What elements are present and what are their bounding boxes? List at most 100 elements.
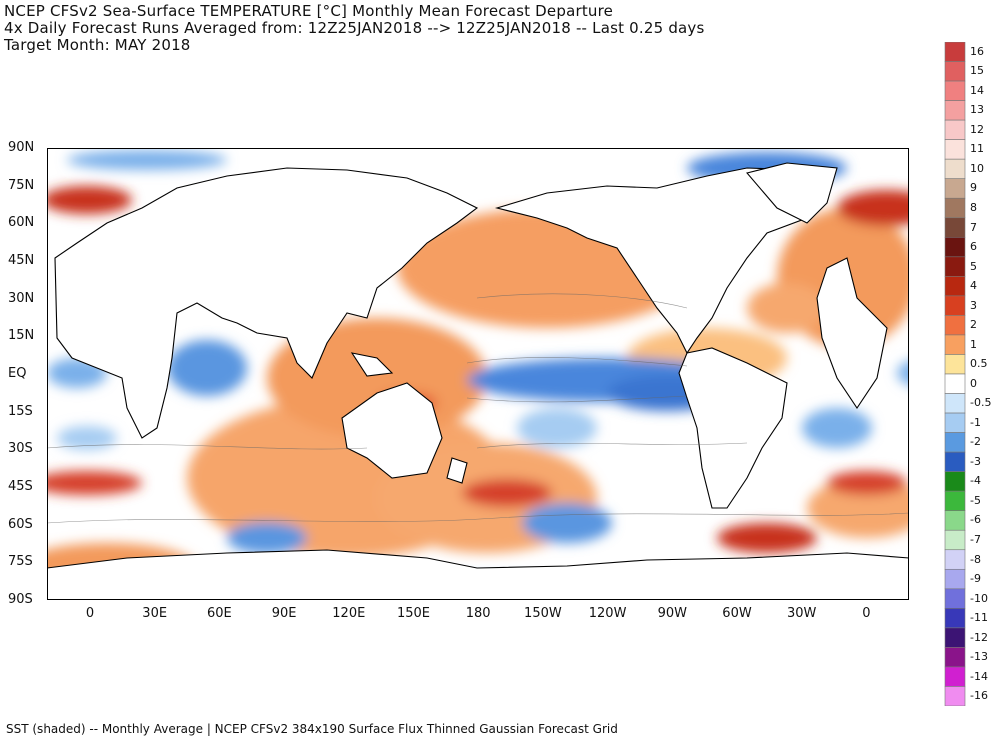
colorbar-label: 3 [970,298,977,312]
longitude-label: 90W [657,606,687,621]
colorbar-label: 16 [970,44,984,58]
colorbar-swatch [944,471,966,492]
latitude-label: 30S [8,441,33,457]
colorbar-swatch [944,666,966,687]
colorbar-swatch [944,119,966,140]
colorbar-label: -14 [970,669,988,683]
colorbar-label: -16 [970,689,988,703]
land-outlines [47,162,909,600]
latitude-label: 60N [8,215,35,231]
colorbar-swatch [944,158,966,180]
colorbar-swatch [944,236,966,258]
colorbar-swatch [944,568,966,590]
latitude-label: 75S [8,554,33,570]
latitude-label: 30N [8,290,35,306]
colorbar-swatch [944,42,966,62]
latitude-label: 90S [8,592,33,607]
latitude-label: 15N [8,328,35,344]
sst-anomaly-map [47,148,909,600]
colorbar-label: -1 [970,415,981,429]
colorbar-label: -8 [970,552,981,566]
longitude-label: 150W [524,606,562,621]
north-america [494,167,828,355]
colorbar-swatch [944,217,966,238]
longitude-label: 90E [271,606,297,621]
colorbar-swatch [944,178,966,199]
colorbar-label: 0 [970,376,977,390]
longitude-label: 120W [588,606,627,621]
colorbar-swatch [944,412,966,433]
colorbar-label: 9 [970,181,977,195]
colorbar-label: 11 [970,142,984,156]
colorbar-swatch [944,100,966,121]
latitude-label: 45S [8,479,33,494]
colorbar-swatch [944,451,966,472]
colorbar-swatch [944,510,966,531]
colorbar-label: 10 [970,161,984,175]
colorbar-label: 4 [970,279,977,293]
colorbar-swatch [944,627,966,648]
eurasia-africa [54,167,479,439]
colorbar-swatch [944,197,966,219]
colorbar-label: -3 [970,454,981,468]
longitude-label: 30W [786,606,817,621]
colorbar-label: 12 [970,122,984,136]
colorbar-swatch [944,608,966,629]
colorbar-label: 15 [970,64,984,78]
longitude-label: 150E [396,606,431,621]
colorbar [944,42,966,706]
contour-lines [47,293,909,524]
colorbar-swatch [944,354,966,375]
colorbar-label: -4 [970,474,981,488]
colorbar-label: -10 [970,591,988,605]
colorbar-label: -0.5 [970,396,992,410]
colorbar-label: 0.5 [970,357,988,371]
colorbar-label: 1 [970,337,977,351]
colorbar-label: 14 [970,83,984,97]
australia [341,382,443,479]
colorbar-swatch [944,256,966,277]
colorbar-label: -2 [970,435,981,449]
colorbar-label: -12 [970,630,988,644]
title-line-3: Target Month: MAY 2018 [4,36,191,54]
colorbar-label: -13 [970,650,988,664]
longitude-label: 0 [85,606,95,621]
antarctica [47,549,909,600]
colorbar-label: -6 [970,513,981,527]
colorbar-swatch [944,276,966,297]
maritime-continent [350,352,394,377]
longitude-label: 180 [465,606,491,621]
colorbar-swatch [944,139,966,160]
colorbar-swatch [944,373,966,394]
new-zealand [446,457,468,484]
colorbar-label: 2 [970,318,977,332]
longitude-label: 60E [207,606,232,621]
colorbar-swatch [944,432,966,453]
longitude-label: 30E [142,606,168,621]
colorbar-swatch [944,686,966,706]
colorbar-swatch [944,295,966,316]
longitude-label: 60W [722,606,752,621]
colorbar-swatch [944,80,966,101]
latitude-label: 45N [8,253,35,268]
latitude-label: 15S [8,403,33,419]
colorbar-label: 7 [970,220,977,234]
latitude-label: 75N [8,177,35,193]
latitude-label: 90N [8,140,35,155]
longitude-label: 120E [332,606,366,621]
colorbar-label: -7 [970,533,981,546]
colorbar-swatch [944,588,966,609]
colorbar-label: 5 [970,259,977,273]
colorbar-swatch [944,315,966,336]
footer-caption: SST (shaded) -- Monthly Average | NCEP C… [6,722,618,736]
title-line-2: 4x Daily Forecast Runs Averaged from: 12… [4,19,705,37]
colorbar-label: 6 [970,240,977,254]
colorbar-swatch [944,529,966,551]
colorbar-swatch [944,393,966,414]
colorbar-label: -5 [970,493,981,507]
latitude-label: 60S [8,516,33,532]
south-america [678,347,788,509]
colorbar-swatch [944,334,966,355]
colorbar-swatch [944,61,966,82]
colorbar-swatch [944,490,966,512]
